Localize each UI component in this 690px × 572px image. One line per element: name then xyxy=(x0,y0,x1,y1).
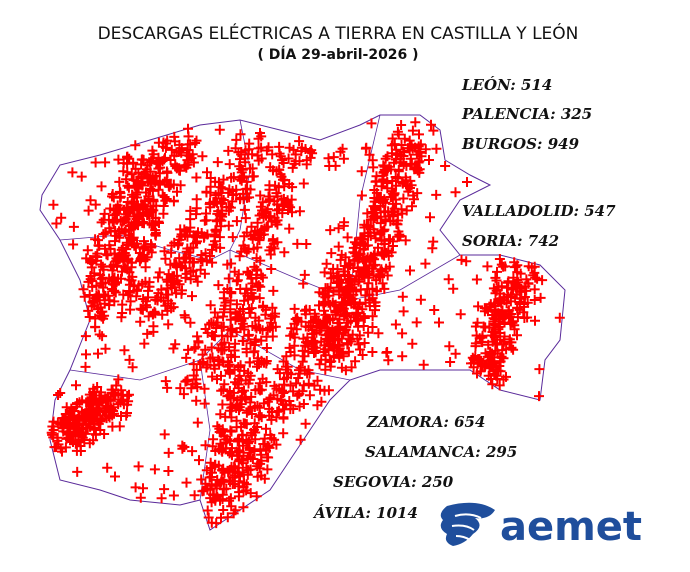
province-count: ZAMORA: 654 xyxy=(366,413,485,431)
logo-text: aemet xyxy=(500,504,642,550)
logo-mark-detail xyxy=(451,513,482,541)
province-count: SORIA: 742 xyxy=(462,232,559,250)
lightning-strikes xyxy=(46,117,565,529)
province-counts: LEÓN: 514 PALENCIA: 325 BURGOS: 949 VALLADO… xyxy=(312,76,616,522)
logo: aemet xyxy=(440,502,642,550)
province-count: SEGOVIA: 250 xyxy=(333,473,454,491)
province-count: SALAMANCA: 295 xyxy=(365,443,517,461)
province-count: VALLADOLID: 547 xyxy=(462,202,616,220)
province-count: BURGOS: 949 xyxy=(461,135,580,153)
border xyxy=(59,234,231,261)
border xyxy=(199,359,211,501)
province-count: LEÓN: 514 xyxy=(461,76,552,94)
province-count: ÁVILA: 1014 xyxy=(312,504,418,522)
subtitle: ( DÍA 29-abril-2026 ) xyxy=(257,46,418,63)
title: DESCARGAS ELÉCTRICAS A TIERRA EN CASTILL… xyxy=(98,22,579,44)
logo-mark xyxy=(440,502,495,546)
province-count: PALENCIA: 325 xyxy=(461,105,592,123)
